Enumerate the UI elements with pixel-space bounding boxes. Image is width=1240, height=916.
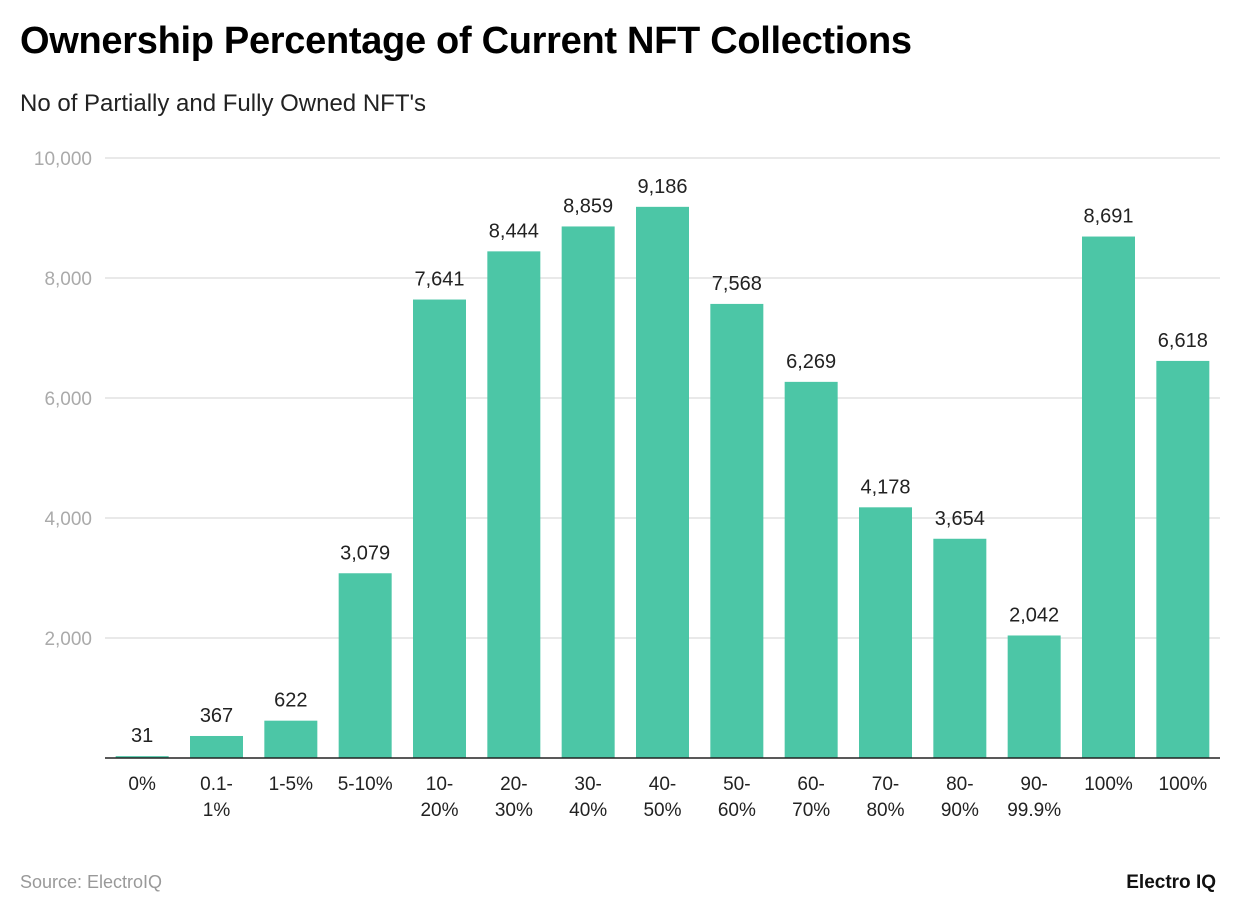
y-tick-label: 6,000 [44, 389, 92, 410]
electroiq-logo: Electro IQ [1126, 872, 1216, 893]
x-tick-label: 0% [128, 774, 156, 795]
data-label: 6,618 [1158, 330, 1208, 352]
x-tick-label: 60-70% [792, 774, 830, 821]
data-label: 367 [200, 705, 233, 727]
bar [1082, 236, 1135, 759]
x-tick-label: 0.1-1% [200, 774, 233, 821]
data-label: 7,568 [712, 273, 762, 295]
bar [859, 507, 912, 758]
bar [561, 226, 615, 758]
x-tick-label: 70-80% [866, 774, 904, 821]
data-label: 622 [274, 690, 307, 712]
x-tick-label: 10-20% [420, 774, 458, 821]
x-tick-label: 80-90% [941, 774, 979, 821]
y-tick-label: 2,000 [44, 629, 92, 650]
data-label: 4,178 [860, 476, 910, 498]
data-label: 2,042 [1009, 604, 1059, 626]
bar [264, 720, 318, 758]
chart-title: Ownership Percentage of Current NFT Coll… [20, 20, 912, 62]
x-tick-label: 40-50% [643, 774, 681, 821]
data-label: 8,444 [489, 220, 539, 242]
x-tick-label: 100% [1159, 774, 1208, 795]
data-label: 6,269 [786, 351, 836, 373]
bar [1156, 360, 1210, 758]
x-tick-label: 20-30% [495, 774, 533, 821]
bar [338, 573, 392, 758]
x-tick-label: 100% [1084, 774, 1133, 795]
bar [933, 538, 987, 758]
bar [1007, 635, 1061, 758]
y-tick-label: 8,000 [44, 269, 92, 290]
data-label: 9,186 [637, 176, 687, 198]
bar [784, 381, 838, 758]
data-label: 7,641 [414, 269, 464, 291]
source-note: Source: ElectroIQ [20, 872, 163, 892]
bar [487, 251, 541, 759]
bar [636, 206, 689, 759]
chart-subtitle: No of Partially and Fully Owned NFT's [20, 90, 427, 117]
x-tick-label: 5-10% [338, 774, 393, 795]
data-label: 8,691 [1083, 206, 1133, 228]
data-label: 31 [131, 725, 153, 747]
data-label: 8,859 [563, 195, 613, 217]
bar [190, 735, 243, 758]
data-label: 3,654 [935, 508, 985, 530]
x-tick-label: 90-99.9% [1007, 774, 1061, 821]
y-tick-label: 10,000 [34, 149, 92, 170]
bar [413, 299, 466, 758]
x-tick-label: 1-5% [269, 774, 313, 795]
x-tick-label: 50-60% [718, 774, 756, 821]
bar [710, 303, 764, 758]
y-tick-label: 4,000 [44, 509, 92, 530]
data-label: 3,079 [340, 542, 390, 564]
x-tick-label: 30-40% [569, 774, 607, 821]
bar [115, 756, 169, 758]
